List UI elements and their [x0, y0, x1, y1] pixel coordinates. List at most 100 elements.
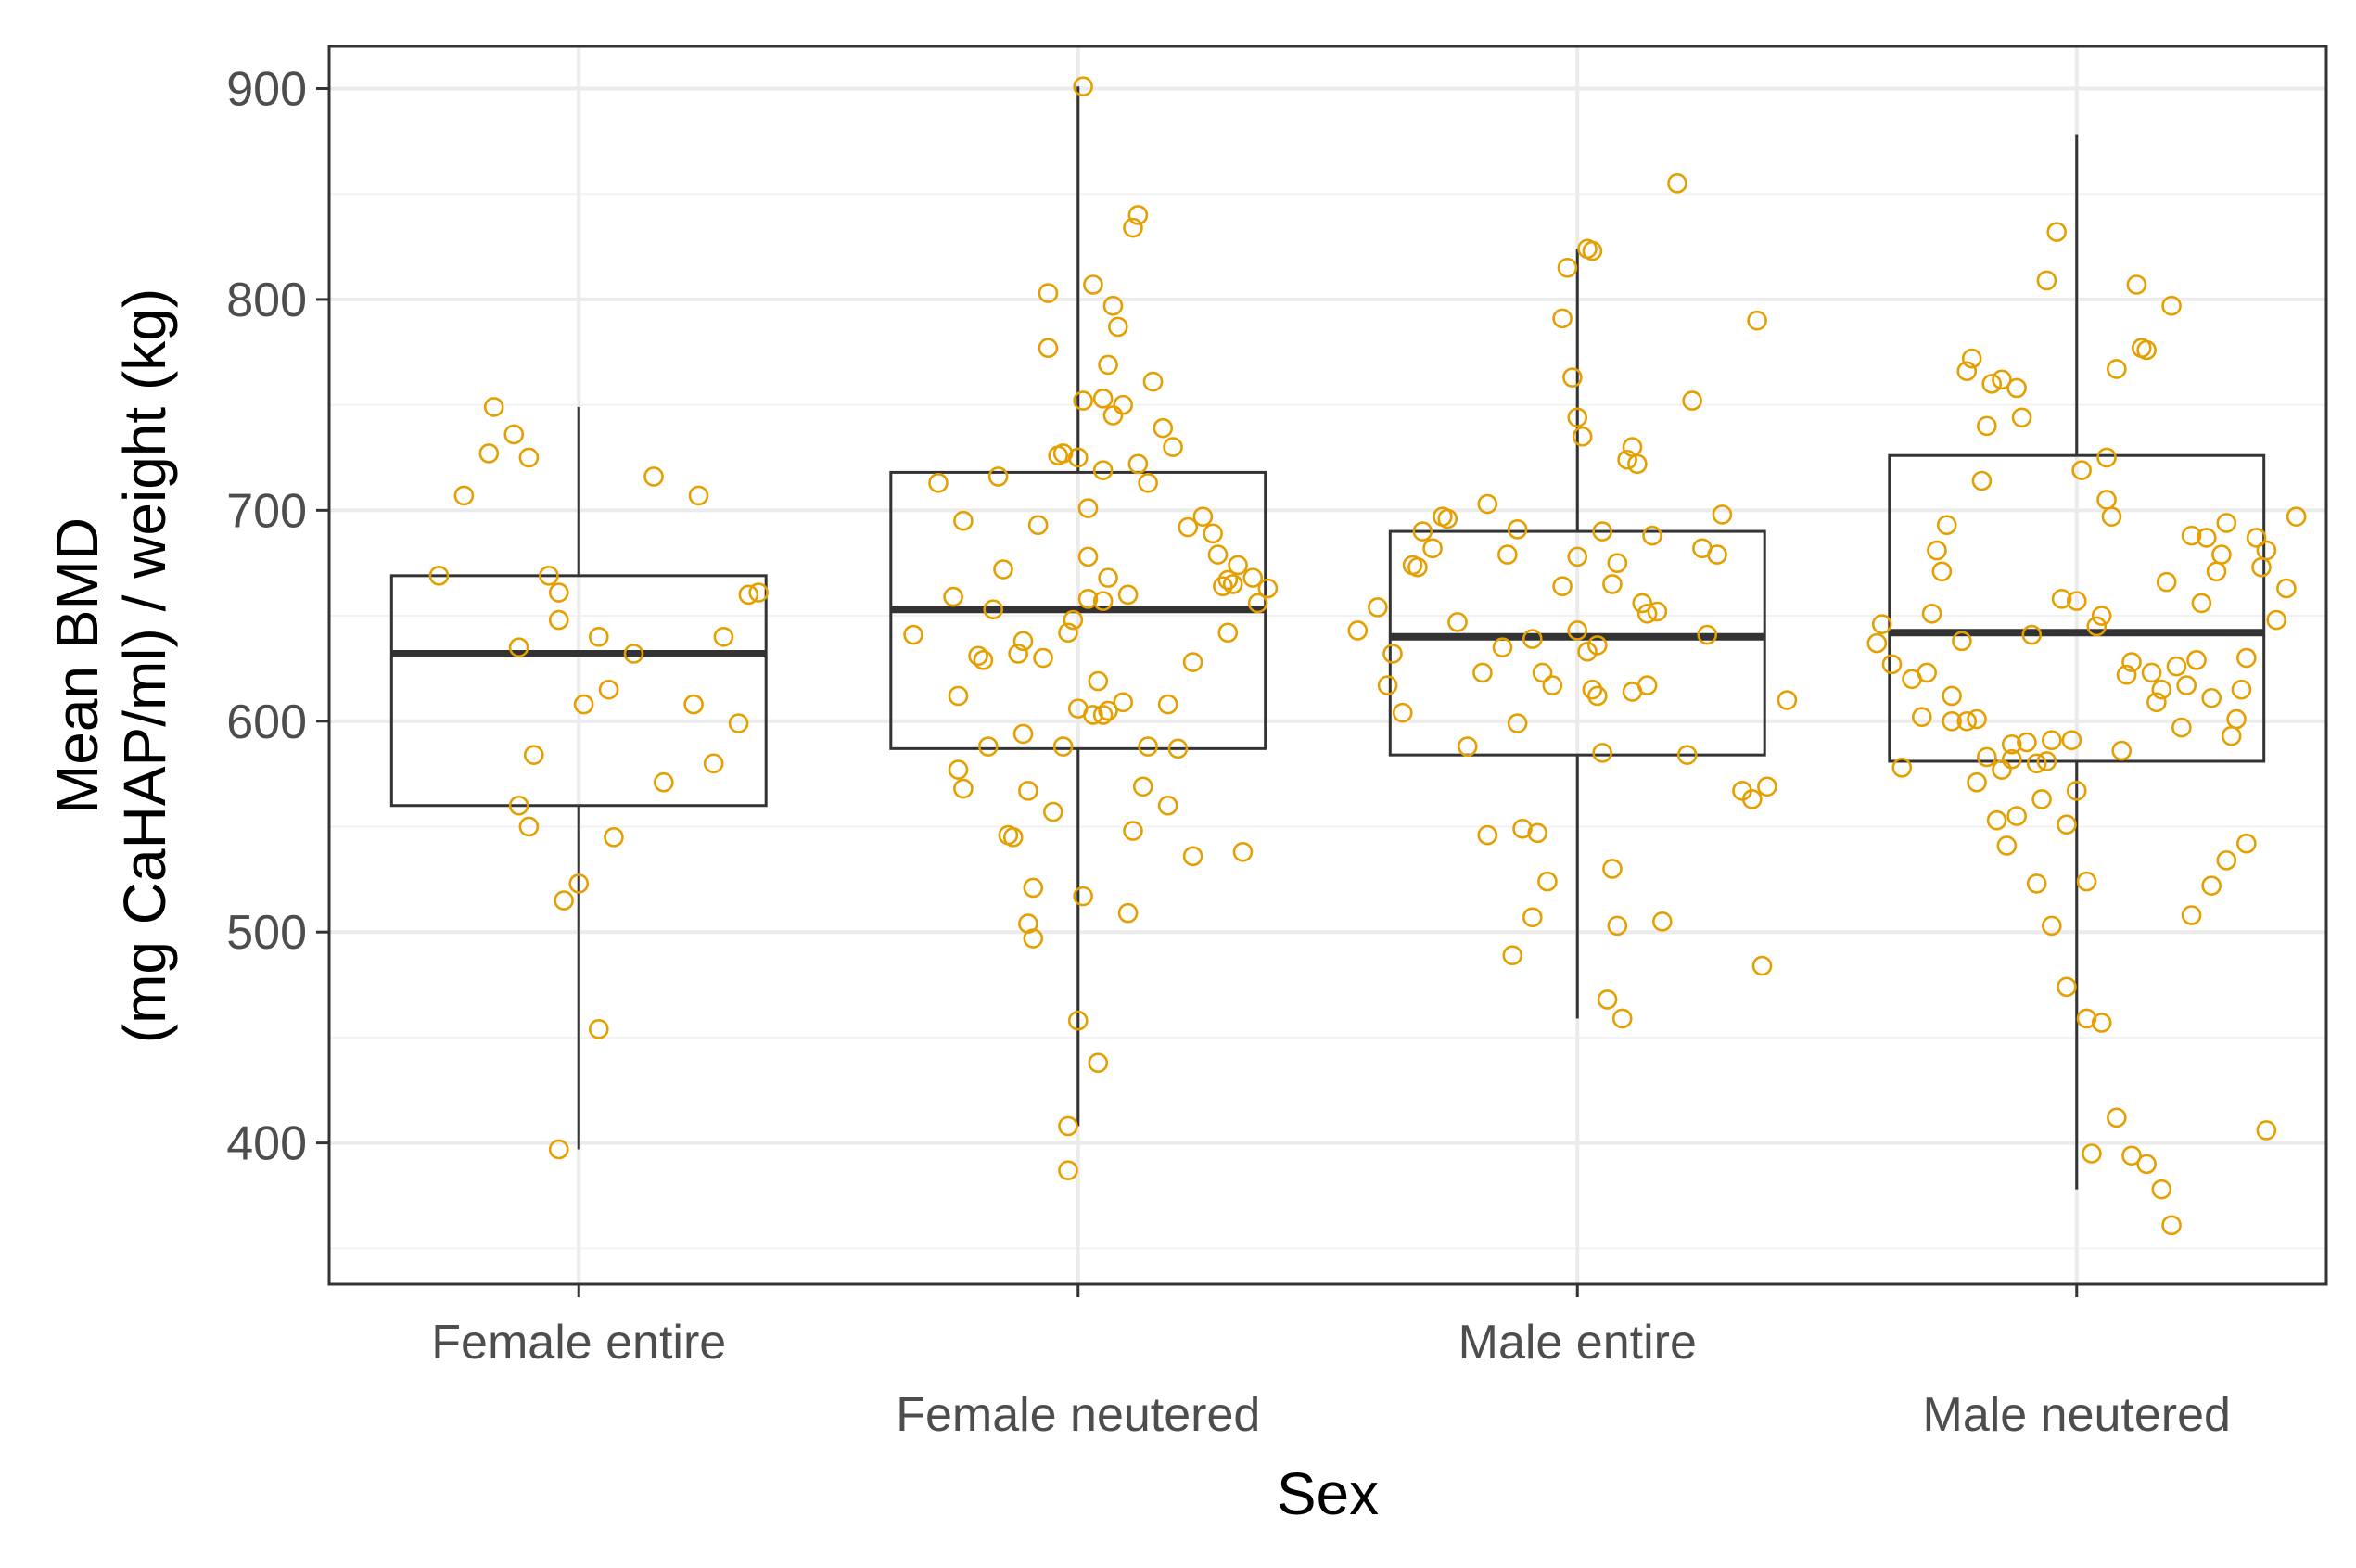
data-point — [2011, 407, 2032, 428]
data-point — [1607, 553, 1628, 573]
data-point — [1092, 591, 1114, 611]
y-tick-label: 600 — [226, 695, 307, 749]
data-point — [2121, 1145, 2142, 1166]
data-point — [1178, 516, 1199, 538]
data-point — [2151, 1179, 2172, 1200]
data-point — [1217, 622, 1239, 644]
data-point — [1457, 736, 1478, 757]
data-point — [1567, 407, 1588, 428]
data-point — [1557, 257, 1578, 278]
data-point — [1917, 662, 1937, 683]
data-point — [2096, 447, 2117, 468]
data-point — [1102, 405, 1124, 426]
data-point — [1757, 776, 1777, 797]
data-point — [1138, 472, 1158, 493]
data-point — [1602, 574, 1623, 594]
data-point — [1697, 624, 1718, 645]
data-point — [683, 694, 704, 715]
data-point — [2046, 222, 2068, 242]
box-male-entire — [1388, 249, 1766, 1019]
data-point — [948, 685, 969, 707]
data-point — [1447, 612, 1468, 632]
data-point — [2226, 708, 2247, 730]
data-point — [748, 582, 769, 603]
data-point — [1242, 567, 1264, 588]
data-point — [2057, 976, 2077, 998]
data-point — [2136, 339, 2157, 361]
data-point — [1477, 493, 1498, 515]
data-point — [2161, 1215, 2182, 1236]
data-point — [1012, 631, 1034, 652]
data-point — [2201, 687, 2222, 708]
data-point — [1157, 795, 1178, 816]
data-point — [1512, 818, 1533, 839]
data-point — [1018, 781, 1038, 801]
data-point — [523, 745, 544, 765]
data-point — [2266, 609, 2286, 631]
data-point — [1607, 915, 1628, 937]
data-point — [1092, 460, 1114, 480]
box-female-neutered — [889, 86, 1267, 1127]
data-point — [1472, 662, 1493, 683]
data-point — [2216, 850, 2237, 871]
data-point — [1961, 348, 1982, 369]
data-point — [2146, 692, 2167, 713]
data-point — [1611, 1008, 1633, 1029]
data-point — [1502, 945, 1523, 966]
data-point — [1931, 561, 1953, 582]
data-point — [1667, 173, 1687, 194]
box-male-neutered — [1888, 134, 2266, 1190]
data-point — [2096, 490, 2117, 510]
data-point — [653, 771, 674, 793]
data-point — [2036, 270, 2057, 291]
data-point — [1163, 437, 1183, 457]
data-point — [1597, 989, 1618, 1010]
data-point — [2231, 679, 2252, 700]
data-point — [1592, 521, 1612, 542]
data-point — [2276, 578, 2297, 599]
data-point — [2006, 377, 2027, 399]
data-point — [453, 485, 475, 506]
data-point — [1207, 544, 1229, 565]
data-point — [2116, 664, 2137, 685]
data-point — [548, 582, 569, 603]
x-axis-title: Sex — [1277, 1460, 1379, 1527]
data-point — [1098, 354, 1118, 376]
y-tick-label: 400 — [226, 1117, 307, 1171]
data-point — [1368, 597, 1388, 618]
box-iqr — [389, 574, 768, 808]
data-point — [1552, 576, 1573, 597]
data-point — [1247, 593, 1268, 614]
data-point — [1127, 205, 1149, 225]
data-point — [1866, 632, 1888, 654]
data-point — [953, 510, 974, 531]
data-point — [1522, 907, 1543, 928]
data-point — [1617, 449, 1637, 470]
data-point — [943, 586, 963, 607]
data-point — [1422, 538, 1443, 559]
data-point — [983, 599, 1004, 620]
data-point — [539, 566, 559, 586]
data-point — [948, 759, 969, 780]
data-point — [1407, 556, 1428, 578]
data-point — [1113, 394, 1134, 415]
data-point — [1067, 1010, 1089, 1031]
data-point — [987, 466, 1009, 487]
data-point — [1602, 859, 1623, 879]
data-point — [1153, 417, 1174, 439]
data-point — [1167, 738, 1189, 759]
data-point — [2236, 833, 2257, 854]
panel-background — [329, 46, 2326, 1284]
data-point — [2036, 751, 2057, 771]
data-point — [1228, 555, 1248, 576]
data-point — [1507, 519, 1528, 540]
data-point — [1542, 675, 1563, 695]
box-layer — [389, 86, 2266, 1190]
data-point — [1497, 544, 1518, 565]
data-point — [1942, 710, 1962, 732]
data-point — [1586, 685, 1608, 707]
y-axis-title-line1: Mean BMD — [44, 517, 110, 814]
data-point — [1023, 877, 1044, 899]
data-point — [1182, 652, 1203, 672]
data-point — [1741, 789, 1763, 809]
